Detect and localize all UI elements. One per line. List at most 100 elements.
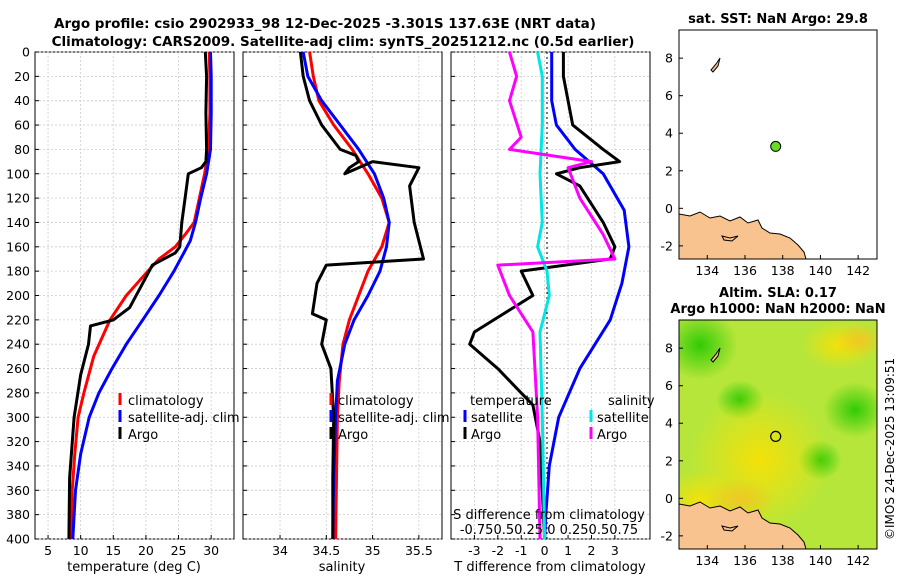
map-xtick-label: 142 (846, 263, 870, 278)
sst-map-island-north (710, 57, 721, 73)
depth-tick-label: 140 (6, 215, 30, 230)
temperature-ticks: 0 20 40 60 80 100 120 140 160 180 200 220 240 260 280 3… (6, 45, 219, 559)
salinity-xlabel: salinity (319, 560, 366, 575)
map-xtick-label: 138 (771, 263, 795, 278)
salinity-xtick-label: 34.5 (312, 543, 340, 558)
temperature-xtick-label: 20 (138, 543, 154, 558)
map-ytick-label: 4 (665, 126, 673, 141)
salinity-legend-label-climatology: climatology (338, 394, 414, 409)
salinity-grid (243, 51, 442, 540)
sla-argo-marker (770, 430, 782, 442)
map-ytick-label: 0 (665, 201, 673, 216)
difference-legend-label-t-argo: Argo (471, 428, 501, 443)
difference-series-s-satellite (536, 51, 551, 540)
sla-map-frame (678, 319, 878, 550)
map-xtick-label: 136 (733, 553, 757, 568)
depth-tick-label: 80 (14, 142, 30, 157)
depth-tick-label: 280 (6, 385, 30, 400)
temperature-panel: 0 20 40 60 80 100 120 140 160 180 200 220 240 260 280 3… (6, 45, 239, 576)
map-ytick-label: 6 (665, 378, 673, 393)
sst-map-panel: sat. SST: NaN Argo: 29.8 134 136 138 140 142… (661, 12, 878, 278)
depth-tick-label: 120 (6, 191, 30, 206)
temperature-xlabel: temperature (deg C) (67, 560, 201, 575)
sst-map-ticks: 134 136 138 140 142 -2 0 2 4 6 8 (661, 51, 871, 278)
salinity-series-argo (298, 51, 425, 539)
map-ytick-label: 0 (665, 491, 673, 506)
salinity-panel: 34 34.5 35 35.5 salinity climatology satell… (242, 51, 450, 575)
sla-map-green-patch (679, 320, 738, 380)
map-ytick-label: 2 (665, 163, 673, 178)
difference-top-ticklabels: -0.750.50.25 0 0.250.50.75 (460, 523, 638, 538)
difference-legend-title-salinity: salinity (608, 394, 655, 409)
sla-map-green-patch (823, 382, 877, 438)
difference-series-t-argo (468, 52, 622, 540)
difference-legend: temperature salinity satellite Argo sate… (463, 394, 655, 443)
figure-title-line1: Argo profile: csio 2902933_98 12-Dec-202… (54, 16, 596, 32)
difference-legend-title-temperature: temperature (470, 394, 552, 409)
salinity-series-climatology (308, 51, 391, 540)
difference-top-xlabel: S difference from climatology (453, 508, 645, 523)
depth-tick-label: 380 (6, 507, 30, 522)
sst-map-island-south (721, 235, 739, 242)
map-xtick-label: 138 (771, 553, 795, 568)
copyright-timestamp: ©IMOS 24-Dec-2025 13:09:51 (883, 358, 897, 540)
temperature-xtick-label: 25 (171, 543, 187, 558)
temperature-lines (67, 51, 213, 540)
difference-legend-label-s-satellite: satellite (597, 411, 649, 426)
difference-xtick-label: 0 (541, 543, 549, 558)
depth-tick-label: 20 (14, 69, 30, 84)
sla-map-land-south (679, 501, 807, 549)
temperature-xtick-label: 10 (73, 543, 89, 558)
salinity-legend-label-argo: Argo (338, 428, 368, 443)
depth-tick-label: 360 (6, 483, 30, 498)
sla-map-title-line1: Altim. SLA: 0.17 (719, 286, 837, 301)
sst-map-title: sat. SST: NaN Argo: 29.8 (688, 12, 868, 27)
depth-tick-label: 0 (22, 45, 30, 60)
map-ytick-label: 8 (665, 51, 673, 66)
depth-tick-label: 160 (6, 239, 30, 254)
depth-tick-label: 40 (14, 93, 30, 108)
temperature-xtick-label: 30 (203, 543, 219, 558)
map-ytick-label: 8 (665, 341, 673, 356)
map-ytick-label: 2 (665, 453, 673, 468)
figure-title-line2: Climatology: CARS2009. Satellite-adj cli… (52, 34, 635, 50)
salinity-series-satellite-adj-clim (301, 51, 391, 540)
map-xtick-label: 134 (695, 553, 719, 568)
difference-xtick-label: 2 (587, 543, 595, 558)
depth-tick-label: 60 (14, 118, 30, 133)
sla-map-island-north (710, 347, 721, 363)
map-xtick-label: 142 (846, 553, 870, 568)
salinity-lines (298, 51, 425, 540)
difference-legend-label-s-argo: Argo (597, 428, 627, 443)
sla-map-orange-patch (835, 322, 877, 358)
map-ytick-label: -2 (661, 238, 673, 253)
difference-xtick-label: 1 (564, 543, 572, 558)
difference-panel: -3 -2 -1 0 1 2 3 T difference from climatology… (450, 51, 655, 575)
depth-tick-label: 240 (6, 337, 30, 352)
sst-map-land-south (679, 211, 807, 259)
salinity-legend: climatology satellite-adj. clim Argo (329, 393, 450, 443)
difference-legend-label-t-satellite: satellite (471, 411, 523, 426)
salinity-xtick-label: 34 (272, 543, 288, 558)
sla-map-title-line2: Argo h1000: NaN h2000: NaN (670, 302, 885, 317)
depth-tick-label: 260 (6, 361, 30, 376)
temperature-xtick-label: 15 (105, 543, 121, 558)
temperature-series-climatology (69, 51, 212, 540)
temperature-legend-label-satellite: satellite-adj. clim (128, 411, 240, 426)
difference-xtick-label: -3 (468, 543, 480, 558)
map-xtick-label: 140 (808, 553, 832, 568)
map-xtick-label: 140 (808, 263, 832, 278)
salinity-legend-label-satellite: satellite-adj. clim (338, 411, 450, 426)
depth-tick-label: 220 (6, 312, 30, 327)
temperature-legend: climatology satellite-adj. clim Argo (118, 393, 240, 443)
sla-map-island-south (721, 525, 739, 532)
difference-xtick-label: -2 (492, 543, 504, 558)
map-xtick-label: 134 (695, 263, 719, 278)
map-ytick-label: 4 (665, 416, 673, 431)
map-ytick-label: -2 (661, 528, 673, 543)
difference-xtick-label: 3 (611, 543, 619, 558)
depth-tick-label: 100 (6, 166, 30, 181)
salinity-xtick-label: 35.5 (405, 543, 433, 558)
depth-tick-label: 340 (6, 458, 30, 473)
difference-ticks: -3 -2 -1 0 1 2 3 (451, 51, 619, 558)
